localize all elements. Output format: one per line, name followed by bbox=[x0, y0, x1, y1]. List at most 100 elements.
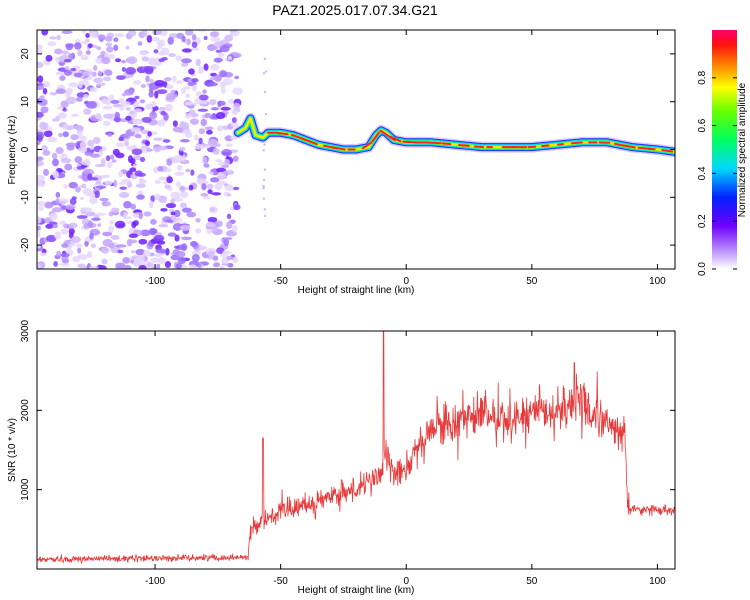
noise-blob bbox=[132, 155, 142, 161]
noise-blob bbox=[97, 82, 106, 86]
noise-blob bbox=[174, 245, 180, 249]
noise-blob bbox=[215, 111, 226, 120]
noise-blob bbox=[96, 212, 107, 216]
x-tick-label: -100 bbox=[145, 576, 165, 587]
noise-blob bbox=[168, 53, 176, 58]
noise-blob bbox=[181, 48, 192, 53]
noise-blob bbox=[109, 219, 114, 225]
noise-blob bbox=[185, 168, 191, 173]
noise-blob bbox=[138, 211, 143, 220]
noise-speck bbox=[263, 214, 267, 218]
noise-blob bbox=[89, 196, 98, 205]
ridge-peak bbox=[627, 145, 636, 149]
ridge-peak bbox=[426, 141, 442, 145]
noise-blob bbox=[183, 86, 191, 90]
noise-blob bbox=[95, 185, 107, 189]
noise-speck bbox=[263, 168, 267, 171]
noise-blob bbox=[60, 228, 69, 235]
snr-x-ticks: -100 -50 0 50 100 bbox=[145, 331, 666, 587]
y-tick-label: 20 bbox=[20, 48, 31, 60]
noise-blob bbox=[123, 212, 128, 220]
noise-blob bbox=[74, 42, 82, 50]
noise-blob bbox=[129, 110, 135, 115]
noise-blob bbox=[70, 134, 79, 141]
noise-blob bbox=[209, 98, 217, 106]
noise-blob bbox=[170, 211, 176, 216]
ridge-peak bbox=[473, 145, 485, 149]
noise-blob bbox=[132, 220, 139, 226]
noise-blob bbox=[89, 153, 101, 158]
noise-blob bbox=[132, 144, 137, 148]
noise-blob bbox=[58, 262, 70, 267]
noise-blob bbox=[83, 223, 89, 229]
noise-blob bbox=[80, 54, 89, 61]
noise-blob bbox=[65, 204, 76, 210]
noise-blob bbox=[113, 116, 121, 123]
noise-blob bbox=[152, 30, 162, 36]
noise-blob bbox=[130, 250, 136, 254]
noise-blob bbox=[111, 159, 117, 163]
noise-blob bbox=[84, 151, 93, 156]
noise-blob bbox=[90, 243, 96, 249]
colorbar-tick-label: 0.2 bbox=[697, 214, 708, 228]
noise-blob bbox=[154, 148, 160, 153]
noise-blob bbox=[102, 120, 111, 127]
noise-blob bbox=[165, 168, 172, 173]
noise-blob bbox=[225, 143, 233, 147]
noise-blob bbox=[108, 94, 115, 101]
noise-blob bbox=[77, 49, 83, 57]
ridge-peak bbox=[274, 131, 289, 136]
noise-blob bbox=[203, 63, 209, 71]
noise-speck bbox=[262, 186, 265, 190]
noise-blob bbox=[158, 223, 169, 228]
noise-blob bbox=[207, 216, 218, 223]
noise-blob bbox=[87, 250, 93, 259]
noise-blob bbox=[226, 255, 233, 261]
noise-blob bbox=[57, 106, 64, 110]
ridge-peak bbox=[330, 146, 346, 151]
noise-blob bbox=[170, 89, 176, 94]
noise-blob bbox=[61, 243, 69, 248]
noise-blob bbox=[93, 64, 98, 71]
noise-blob bbox=[215, 158, 223, 163]
noise-blob bbox=[108, 211, 114, 217]
noise-blob bbox=[77, 247, 82, 254]
noise-blob bbox=[76, 215, 88, 219]
noise-blob bbox=[102, 105, 113, 110]
noise-blob bbox=[94, 112, 102, 120]
noise-speck bbox=[264, 70, 268, 73]
noise-blob bbox=[166, 158, 173, 166]
noise-blob bbox=[97, 223, 102, 227]
noise-blob bbox=[210, 37, 221, 42]
ridge-peak bbox=[402, 140, 418, 144]
noise-blob bbox=[181, 154, 187, 163]
x-tick-label: -50 bbox=[273, 276, 288, 287]
noise-blob bbox=[61, 50, 70, 55]
noise-blob bbox=[210, 224, 219, 232]
ridge-peak bbox=[646, 147, 656, 151]
noise-blob bbox=[166, 176, 173, 184]
noise-blob bbox=[79, 196, 85, 200]
noise-blob bbox=[74, 156, 83, 164]
noise-blob bbox=[70, 113, 80, 117]
noise-blob bbox=[47, 41, 57, 47]
noise-blob bbox=[104, 69, 113, 76]
noise-blob bbox=[164, 77, 172, 82]
noise-blob bbox=[181, 58, 192, 64]
noise-blob bbox=[180, 243, 188, 252]
noise-blob bbox=[139, 50, 148, 56]
noise-blob bbox=[148, 90, 154, 98]
noise-blob bbox=[153, 234, 165, 242]
noise-blob bbox=[181, 35, 186, 43]
noise-blob bbox=[80, 160, 91, 166]
noise-blob bbox=[95, 180, 102, 184]
noise-blob bbox=[219, 81, 227, 88]
noise-blob bbox=[42, 149, 51, 156]
noise-blob bbox=[229, 30, 238, 33]
noise-blob bbox=[85, 50, 91, 55]
noise-blob bbox=[158, 176, 168, 181]
noise-blob bbox=[156, 39, 165, 48]
noise-blob bbox=[55, 197, 60, 205]
noise-blob bbox=[204, 126, 214, 131]
noise-blob bbox=[223, 238, 230, 247]
